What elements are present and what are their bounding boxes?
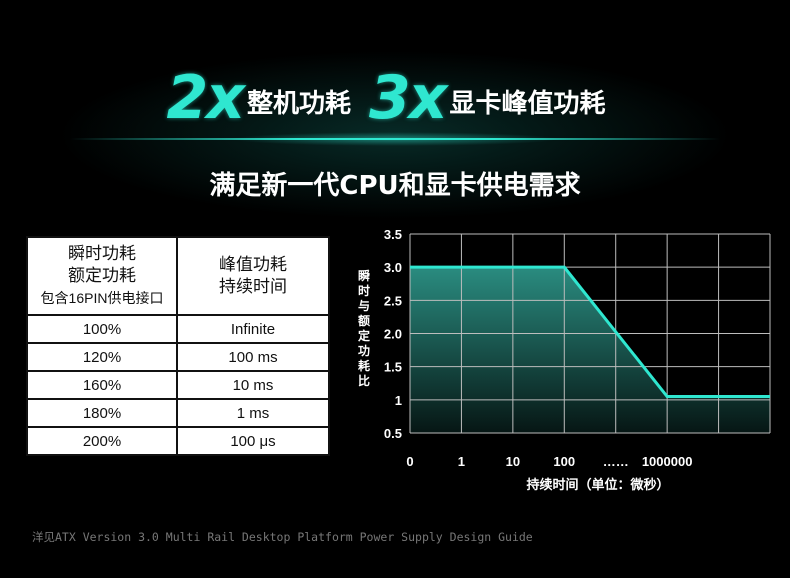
table-header-load: 瞬时功耗 额定功耗 包含16PIN供电接口	[26, 236, 178, 316]
header-note: 包含16PIN供电接口	[40, 290, 164, 306]
chart-x-tick-label: 100	[553, 454, 575, 469]
table-row: 180% 1 ms	[26, 398, 330, 428]
table-row: 160% 10 ms	[26, 370, 330, 400]
headline-multiplier-2: 3x	[369, 63, 447, 133]
chart-y-tick-label: 1	[395, 393, 402, 408]
table-cell-duration: 1 ms	[176, 398, 330, 428]
table-header-row: 瞬时功耗 额定功耗 包含16PIN供电接口 峰值功耗 持续时间	[26, 236, 330, 316]
chart-x-tick-label: 1	[458, 454, 465, 469]
chart-x-tick-label: 10	[506, 454, 520, 469]
header-line: 峰值功耗	[219, 255, 287, 274]
headline-divider	[70, 138, 720, 140]
chart-y-axis-title-char: 功	[358, 343, 370, 358]
table-header-duration: 峰值功耗 持续时间	[176, 236, 330, 316]
chart-area-fill	[410, 267, 770, 433]
headline-multiplier-1: 2x	[166, 63, 245, 133]
chart-y-axis-title-char: 时	[358, 283, 370, 298]
table-cell-duration: 100 ms	[176, 342, 330, 372]
headline: 2x 整机功耗 3x 显卡峰值功耗	[0, 58, 790, 128]
chart-y-tick-label: 2.0	[384, 327, 402, 342]
headline-text-1: 整机功耗	[246, 89, 351, 119]
table-row: 100% Infinite	[26, 314, 330, 344]
table-cell-load: 100%	[26, 314, 178, 344]
table-cell-duration: 10 ms	[176, 370, 330, 400]
table-cell-load: 200%	[26, 426, 178, 456]
power-ratio-chart: 0.5 1 1.5 2.0 2.5 3.0 3.5 0 1 10 100 …… 1000000 持续时间（…	[358, 227, 771, 493]
power-spec-table: 瞬时功耗 额定功耗 包含16PIN供电接口 峰值功耗 持续时间 100% Inf…	[26, 236, 330, 456]
chart-x-tick-label: 1000000	[642, 454, 693, 469]
chart-y-tick-label: 3.5	[384, 227, 402, 242]
chart-y-tick-label: 1.5	[384, 360, 402, 375]
header-line: 持续时间	[219, 277, 287, 296]
chart-y-tick-label: 3.0	[384, 260, 402, 275]
chart-y-axis-title-char: 耗	[358, 358, 370, 373]
table-cell-duration: Infinite	[176, 314, 330, 344]
table-cell-load: 180%	[26, 398, 178, 428]
chart-y-tick-label: 2.5	[384, 293, 402, 308]
subtitle: 满足新一代CPU和显卡供电需求	[209, 171, 581, 201]
table-cell-load: 160%	[26, 370, 178, 400]
footer-source: 洋见ATX Version 3.0 Multi Rail Desktop Pla…	[32, 530, 533, 544]
chart-x-axis-title: 持续时间（单位：微秒）	[526, 477, 669, 493]
header-line: 瞬时功耗	[68, 244, 136, 263]
table-row: 120% 100 ms	[26, 342, 330, 372]
chart-x-tick-label: 0	[406, 454, 413, 469]
chart-y-axis-title-char: 比	[358, 373, 370, 388]
chart-y-axis-title-char: 额	[358, 313, 370, 328]
chart-y-axis-title-char: 与	[358, 299, 370, 313]
chart-y-axis-title-char: 定	[358, 328, 370, 343]
chart-x-tick-label: ……	[603, 454, 629, 469]
table-row: 200% 100 μs	[26, 426, 330, 456]
table-cell-load: 120%	[26, 342, 178, 372]
table-cell-duration: 100 μs	[176, 426, 330, 456]
header-line: 额定功耗	[68, 266, 136, 285]
chart-y-tick-label: 0.5	[384, 426, 402, 441]
headline-text-2: 显卡峰值功耗	[449, 89, 606, 119]
chart-y-axis-title-char: 瞬	[358, 268, 370, 283]
chart-series-line	[410, 265, 770, 399]
